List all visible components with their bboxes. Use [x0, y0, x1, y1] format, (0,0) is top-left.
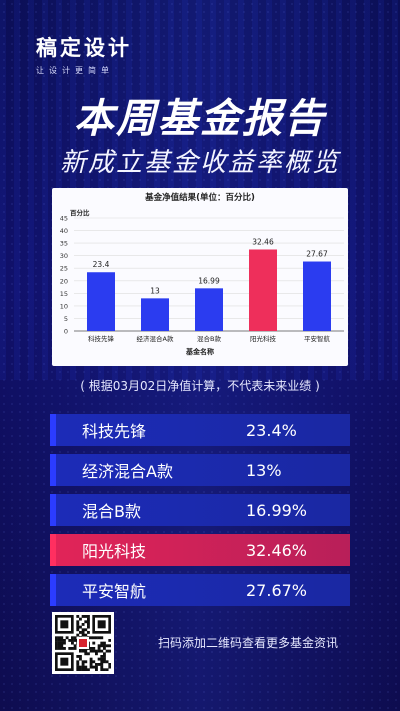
- data-label: 27.67: [306, 250, 328, 259]
- y-tick-label: 10: [60, 302, 68, 310]
- fund-row: 混合B款 16.99%: [50, 494, 350, 526]
- fund-name: 混合B款: [82, 502, 141, 521]
- fund-row: 科技先锋 23.4%: [50, 414, 350, 446]
- fund-name: 科技先锋: [82, 422, 147, 441]
- chart-card: 基金净值结果(单位：百分比) 百分比 0 5 10 15 20 25 30 35 40 45 23.4 科…: [52, 188, 348, 366]
- data-label: 32.46: [252, 237, 274, 246]
- x-tick-label: 经济混合A款: [137, 334, 174, 343]
- bar: [141, 298, 169, 331]
- row-marker: [50, 454, 56, 486]
- fund-value: 16.99%: [246, 500, 308, 520]
- page-subtitle: 新成立基金收益率概览: [59, 148, 340, 178]
- bar-chart: 基金净值结果(单位：百分比) 百分比 0 5 10 15 20 25 30 35 40 45 23.4 科…: [60, 192, 344, 356]
- bar: [249, 249, 277, 331]
- row-marker: [50, 414, 56, 446]
- y-axis-label: 百分比: [70, 208, 90, 217]
- x-tick-label: 平安智航: [304, 334, 331, 343]
- fund-name: 阳光科技: [82, 542, 147, 561]
- y-tick-label: 25: [60, 265, 68, 273]
- brand-logo[interactable]: 稿定设计 让设计更简单: [36, 32, 132, 76]
- fund-value: 13%: [246, 460, 282, 480]
- row-marker: [50, 534, 56, 566]
- x-axis-label: 基金名称: [185, 347, 214, 356]
- footer-text: 扫码添加二维码查看更多基金资讯: [158, 636, 339, 650]
- data-label: 13: [150, 286, 160, 295]
- y-tick-label: 15: [60, 290, 68, 298]
- bar: [303, 261, 331, 331]
- fund-row: 平安智航 27.67%: [50, 574, 350, 606]
- y-tick-label: 0: [64, 328, 68, 336]
- fund-row-highlighted: 阳光科技 32.46%: [50, 534, 350, 566]
- bar: [87, 272, 115, 331]
- qr-code-icon: [55, 615, 112, 672]
- y-tick-label: 20: [60, 277, 68, 285]
- fund-list: 科技先锋 23.4% 经济混合A款 13% 混合B款 16.99% 阳光科技 3…: [50, 414, 350, 614]
- y-tick-label: 30: [60, 252, 68, 260]
- fund-value: 23.4%: [246, 420, 297, 440]
- fund-value: 32.46%: [246, 540, 308, 560]
- fund-row: 经济混合A款 13%: [50, 454, 350, 486]
- row-marker: [50, 494, 56, 526]
- x-tick-label: 阳光科技: [250, 334, 277, 343]
- x-tick-label: 科技先锋: [88, 334, 115, 343]
- bar: [195, 288, 223, 331]
- logo-slogan: 让设计更简单: [36, 66, 114, 75]
- y-tick-label: 5: [64, 315, 68, 323]
- data-label: 23.4: [93, 260, 110, 269]
- row-marker: [50, 574, 56, 606]
- fund-value: 27.67%: [246, 580, 308, 600]
- data-label: 16.99: [198, 276, 220, 285]
- y-tick-label: 40: [60, 227, 68, 235]
- y-tick-label: 45: [60, 215, 68, 223]
- logo-text: 稿定设计: [36, 36, 132, 60]
- disclaimer-note: ( 根据03月02日净值计算，不代表未来业绩 ): [80, 379, 320, 393]
- page-title: 本周基金报告: [74, 96, 326, 142]
- fund-name: 平安智航: [82, 582, 147, 601]
- qr-code[interactable]: [52, 612, 114, 674]
- x-tick-label: 混合B款: [197, 334, 221, 343]
- chart-title: 基金净值结果(单位：百分比): [144, 192, 255, 203]
- y-tick-label: 35: [60, 240, 68, 248]
- fund-name: 经济混合A款: [82, 462, 173, 481]
